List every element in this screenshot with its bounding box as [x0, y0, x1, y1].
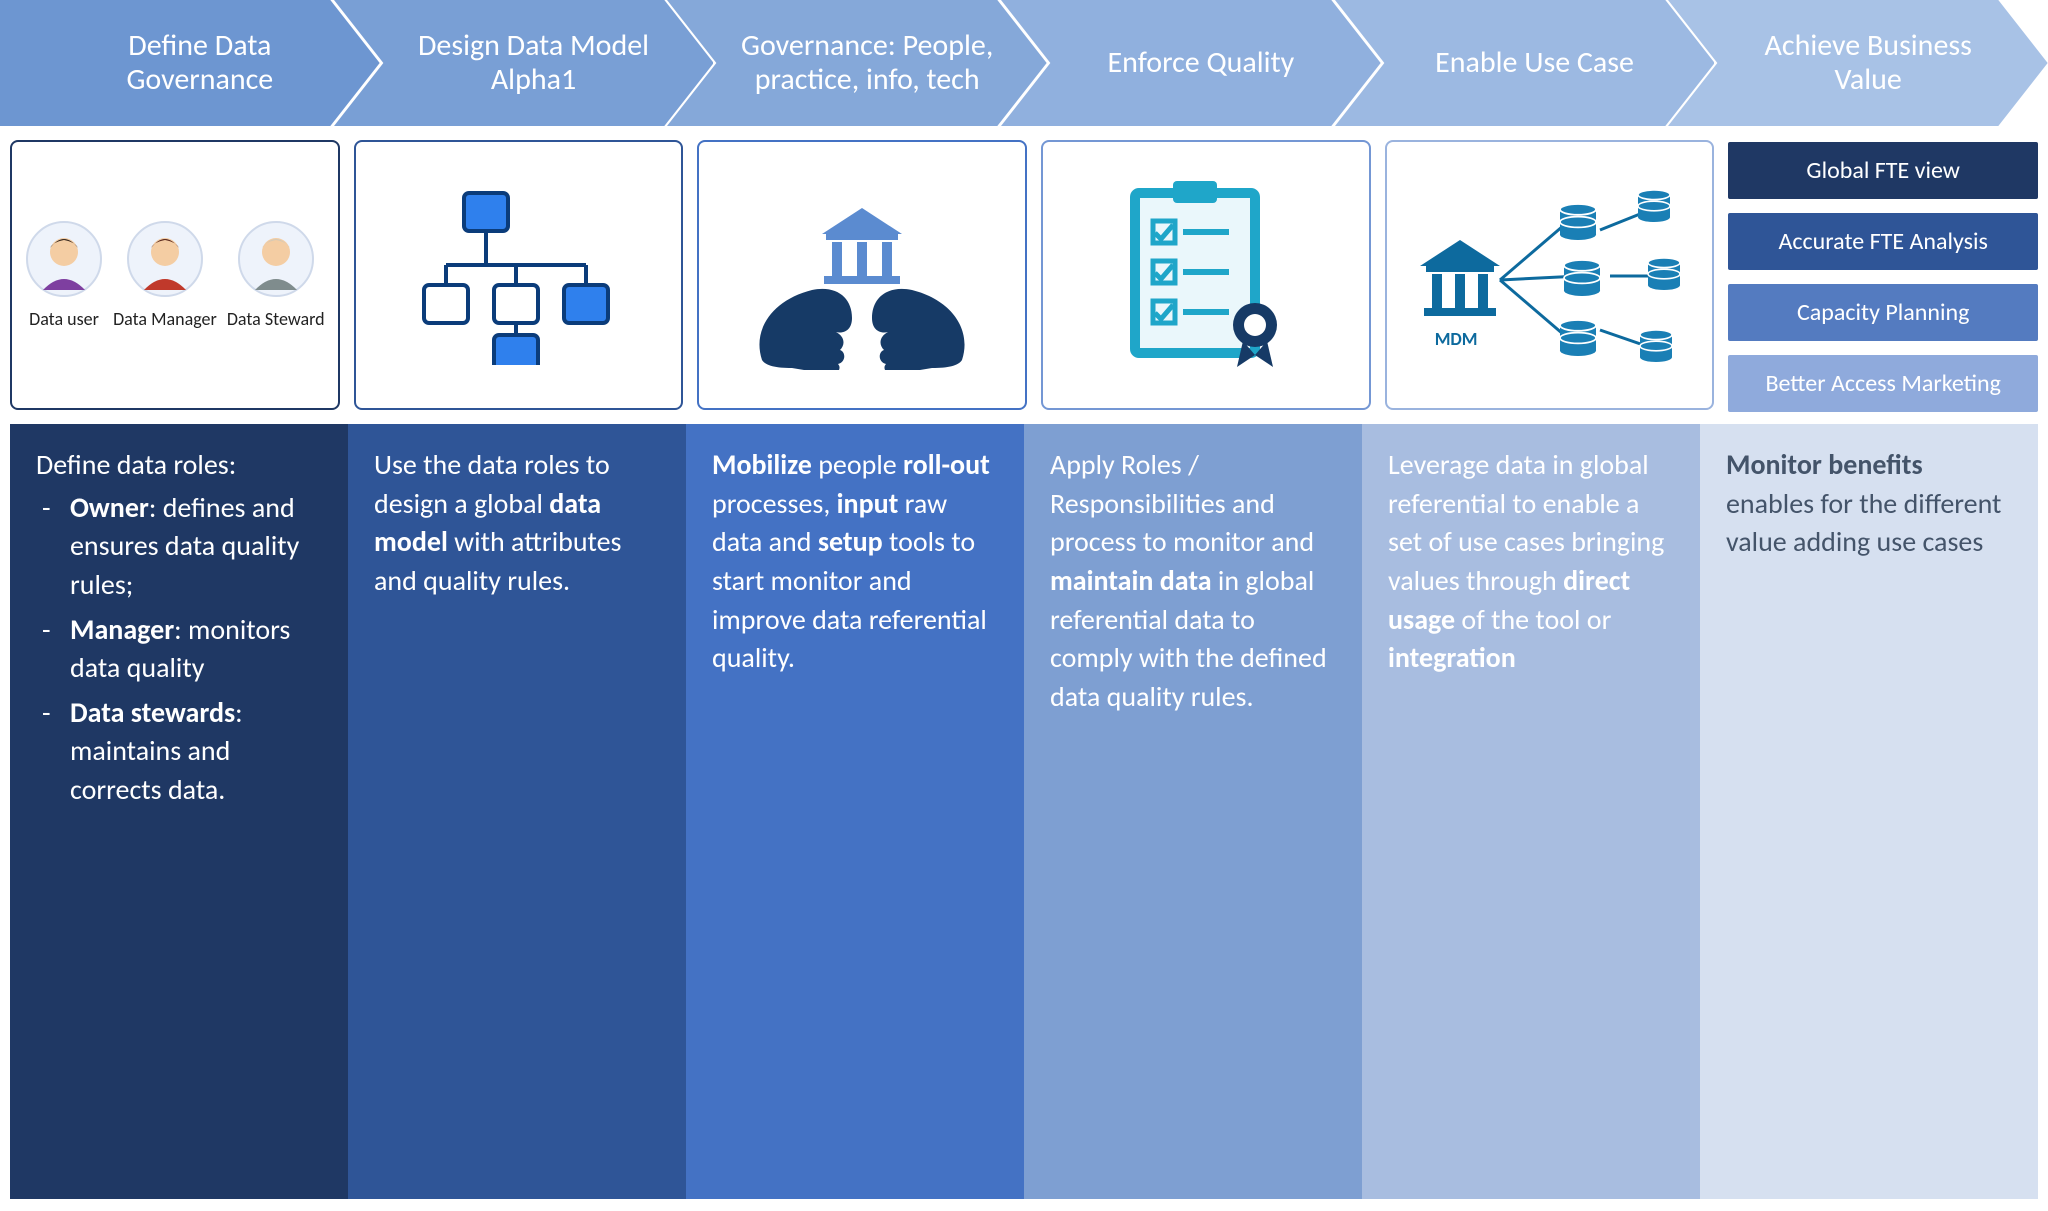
chevron-6: Achieve Business Value — [1668, 0, 2048, 126]
chevron-label: Enable Use Case — [1435, 46, 1634, 81]
icon-card-datamodel — [354, 140, 684, 410]
role-3: Data Steward — [227, 220, 325, 330]
chevron-3: Governance: People, practice, info, tech — [667, 0, 1047, 126]
chevron-label: Achieve Business Value — [1738, 29, 1998, 98]
pill-label: Global FTE view — [1806, 156, 1960, 185]
role-label: Data user — [25, 308, 103, 330]
description-row: Define data roles: Owner: defines and ens… — [10, 424, 2038, 1199]
person-icon — [126, 220, 204, 298]
person-icon — [237, 220, 315, 298]
role-2: Data Manager — [113, 220, 217, 330]
chevron-label: Enforce Quality — [1107, 46, 1294, 81]
datamodel-icon — [414, 185, 624, 365]
value-pill-4: Better Access Marketing — [1728, 355, 2038, 412]
mdm-label: MDM — [1435, 328, 1478, 350]
quality-icon — [1121, 175, 1291, 375]
chevron-4: Enforce Quality — [1001, 0, 1381, 126]
value-pill-1: Global FTE view — [1728, 142, 2038, 199]
description-col-1: Define data roles: Owner: defines and ens… — [10, 424, 348, 1199]
icon-card-governance — [697, 140, 1027, 410]
person-icon — [25, 220, 103, 298]
role-bullet: Data stewards: maintains and corrects da… — [36, 694, 322, 810]
governance-icon — [752, 180, 972, 370]
value-pill-stack: Global FTE view Accurate FTE Analysis Capa… — [1728, 140, 2038, 412]
chevron-2: Design Data Model Alpha1 — [334, 0, 714, 126]
icon-card-roles: Data user Data Manager Data Steward — [10, 140, 340, 410]
role-1: Data user — [25, 220, 103, 330]
description-col-5: Leverage data in global referential to e… — [1362, 424, 1700, 1199]
pill-label: Better Access Marketing — [1765, 369, 2001, 398]
desc-lead: Define data roles: — [36, 446, 322, 485]
chevron-label: Design Data Model Alpha1 — [404, 29, 664, 98]
chevron-label: Governance: People, practice, info, tech — [737, 29, 997, 98]
pill-label: Capacity Planning — [1797, 298, 1969, 327]
chevron-5: Enable Use Case — [1335, 0, 1715, 126]
icon-card-quality — [1041, 140, 1371, 410]
chevron-label: Define Data Governance — [70, 29, 330, 98]
role-bullet: Owner: defines and ensures data quality … — [36, 489, 322, 605]
role-label: Data Manager — [113, 308, 217, 330]
description-col-3: Mobilize people roll-out processes, inpu… — [686, 424, 1024, 1199]
icon-row: Data user Data Manager Data Steward — [10, 140, 2038, 412]
value-pill-3: Capacity Planning — [1728, 284, 2038, 341]
description-col-6: Monitor benefits enables for the differe… — [1700, 424, 2038, 1199]
description-col-2: Use the data roles to design a global da… — [348, 424, 686, 1199]
chevron-row: Define Data Governance Design Data Model… — [0, 0, 2048, 126]
description-col-4: Apply Roles / Responsibilities and proce… — [1024, 424, 1362, 1199]
role-label: Data Steward — [227, 308, 325, 330]
pill-label: Accurate FTE Analysis — [1779, 227, 1988, 256]
role-bullet: Manager: monitors data quality — [36, 611, 322, 688]
icon-card-usecase: MDM — [1385, 140, 1715, 410]
value-pill-2: Accurate FTE Analysis — [1728, 213, 2038, 270]
chevron-1: Define Data Governance — [0, 0, 380, 126]
